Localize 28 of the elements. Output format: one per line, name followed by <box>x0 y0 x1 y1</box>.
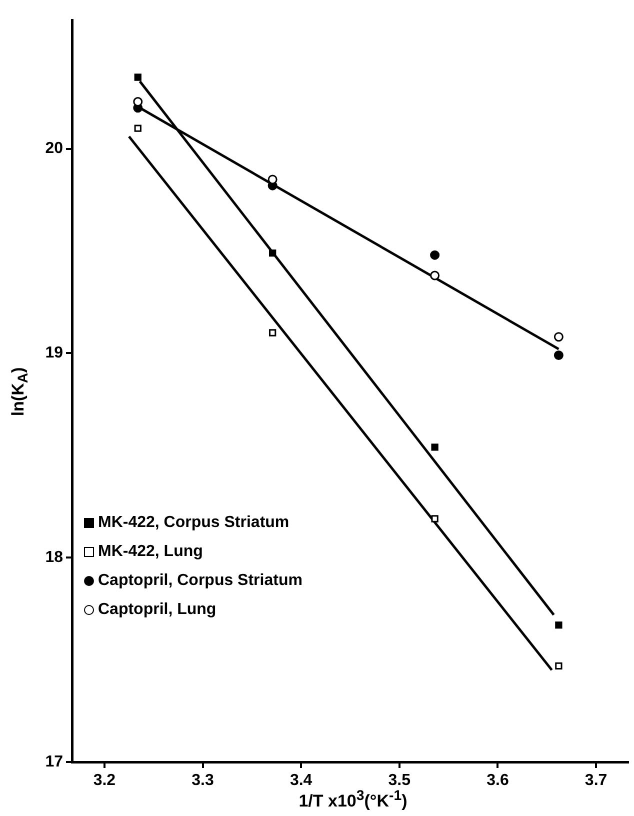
x-tick-label: 3.5 <box>388 772 411 790</box>
legend-label: Captopril, Lung <box>98 600 216 618</box>
point <box>431 444 438 451</box>
point <box>134 124 142 132</box>
x-tick-label: 3.6 <box>486 772 509 790</box>
x-tick-label: 3.3 <box>192 772 214 790</box>
point <box>555 662 562 670</box>
point <box>430 270 440 280</box>
point <box>269 329 276 336</box>
point <box>431 515 438 522</box>
y-tick-label: 18 <box>45 549 64 566</box>
y-tick-label: 19 <box>45 344 64 362</box>
point <box>134 74 142 81</box>
point <box>555 621 562 629</box>
legend-label: Captopril, Corpus Striatum <box>98 572 302 590</box>
y-tick-label: 20 <box>45 140 64 158</box>
x-tick-label: 3.2 <box>93 772 116 790</box>
point <box>430 250 440 260</box>
point <box>554 350 564 360</box>
point <box>554 332 564 342</box>
legend-label: MK-422, Corpus Striatum <box>98 514 290 532</box>
y-tick-label: 17 <box>45 753 64 770</box>
point <box>268 174 278 184</box>
legend-label: MK-422, Lung <box>98 542 203 560</box>
x-tick-label: 3.7 <box>584 772 608 790</box>
x-tick-label: 3.4 <box>290 772 312 790</box>
x-axis-title: 1/T x10$^{3}$(°K$^{-1}$) <box>298 788 408 812</box>
point <box>269 249 276 257</box>
